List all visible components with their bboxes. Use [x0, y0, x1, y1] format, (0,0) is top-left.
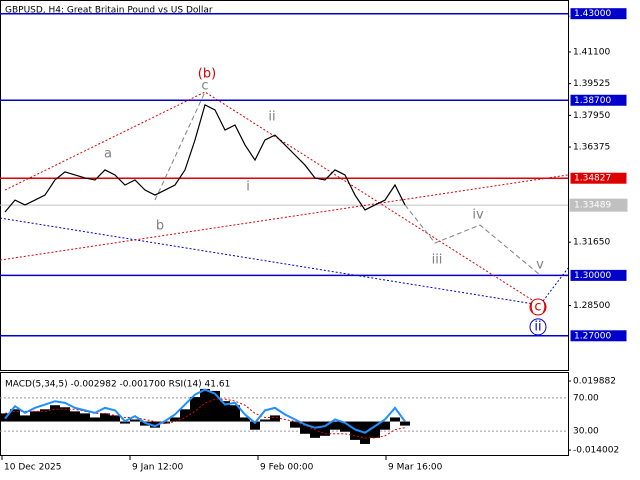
level-label: 1.33489 [574, 201, 611, 211]
y-tick-label: 1.36375 [573, 143, 610, 153]
signal-line [4, 398, 406, 439]
y-tick-label: 1.41100 [573, 47, 610, 57]
annotation-circle [529, 318, 547, 336]
macd-bar [340, 421, 350, 432]
level-box [569, 198, 628, 212]
level-box [569, 7, 628, 21]
wave-label: c [201, 79, 208, 94]
rsi-line [4, 388, 406, 434]
macd-bar [150, 421, 160, 428]
macd-bar [230, 405, 240, 422]
chart-header: GBPUSD, H4: Great Britain Pound vs US Do… [5, 6, 213, 16]
macd-bar [380, 421, 390, 430]
x-tick-label: 10 Dec 2025 [4, 463, 62, 473]
wave-label: (c) [529, 299, 546, 314]
wave-label: (b) [198, 67, 216, 82]
level-box [569, 329, 628, 343]
rsi-tick-label: 70.00 [573, 393, 599, 403]
level-label: 1.30000 [574, 271, 611, 281]
macd-bar [90, 417, 100, 422]
macd-bar [20, 415, 30, 422]
macd-bar [330, 421, 340, 430]
price-line [4, 104, 406, 213]
level-label: 1.34827 [574, 174, 611, 184]
rsi-tick-label: 30.00 [573, 427, 599, 437]
macd-bar [290, 421, 300, 428]
wave-label: b [156, 219, 164, 234]
macd-bar [80, 413, 90, 422]
macd-bar [70, 411, 80, 422]
trend-line [154, 91, 206, 201]
macd-bar [200, 388, 210, 422]
macd-bar [50, 405, 60, 422]
level-label: 1.38700 [574, 96, 611, 106]
macd-bar [370, 421, 380, 438]
macd-bar [180, 409, 190, 422]
wave-label: a [104, 146, 112, 161]
y-tick-label: -0.014002 [573, 446, 619, 456]
y-tick-label: 1.31650 [573, 238, 610, 248]
main-frame [0, 0, 569, 371]
trend-line [404, 204, 541, 276]
y-tick-label: 1.28500 [573, 301, 610, 311]
y-tick-label: 1.37950 [573, 111, 610, 121]
x-tick-label: 9 Jan 12:00 [132, 463, 184, 473]
macd-bar [300, 421, 310, 434]
macd-bar [100, 413, 110, 422]
y-tick-label: 0.019882 [573, 376, 616, 386]
macd-bar [320, 421, 330, 436]
macd-bar [350, 421, 360, 440]
macd-bar [270, 415, 280, 422]
macd-bar [160, 421, 170, 424]
macd-bar [190, 397, 200, 422]
trend-line [0, 217, 569, 306]
level-box [569, 93, 628, 107]
y-tick-label: 1.39525 [573, 79, 610, 89]
wave-label: ii [268, 110, 275, 125]
macd-bar [40, 409, 50, 422]
macd-bar [60, 407, 70, 422]
annotation-circle [529, 298, 547, 316]
macd-bar [10, 409, 20, 422]
level-label: 1.27000 [574, 331, 611, 341]
wave-label: i [246, 180, 250, 195]
wave-label: iv [472, 207, 484, 222]
macd-bar [120, 421, 130, 424]
macd-bar [30, 411, 40, 422]
macd-bar [130, 419, 140, 422]
macd-bar [400, 421, 410, 426]
level-box [569, 268, 628, 282]
x-tick-label: 9 Feb 00:00 [260, 463, 314, 473]
level-box [569, 171, 628, 185]
wave-label: iii [432, 253, 443, 268]
macd-bar [220, 401, 230, 422]
macd-bar [250, 421, 260, 430]
x-tick-label: 9 Mar 16:00 [388, 463, 443, 473]
indicator-title: MACD(5,34,5) -0.002982 -0.001700 RSI(14)… [5, 380, 230, 390]
wave-label: ii [534, 319, 541, 334]
macd-bar [240, 417, 250, 422]
level-label: 1.43000 [574, 9, 611, 19]
wave-label: v [536, 258, 544, 273]
macd-bar [210, 390, 220, 422]
macd-bar [260, 419, 270, 422]
macd-bar [170, 417, 180, 422]
macd-bar [390, 417, 400, 422]
macd-bar [110, 415, 120, 422]
